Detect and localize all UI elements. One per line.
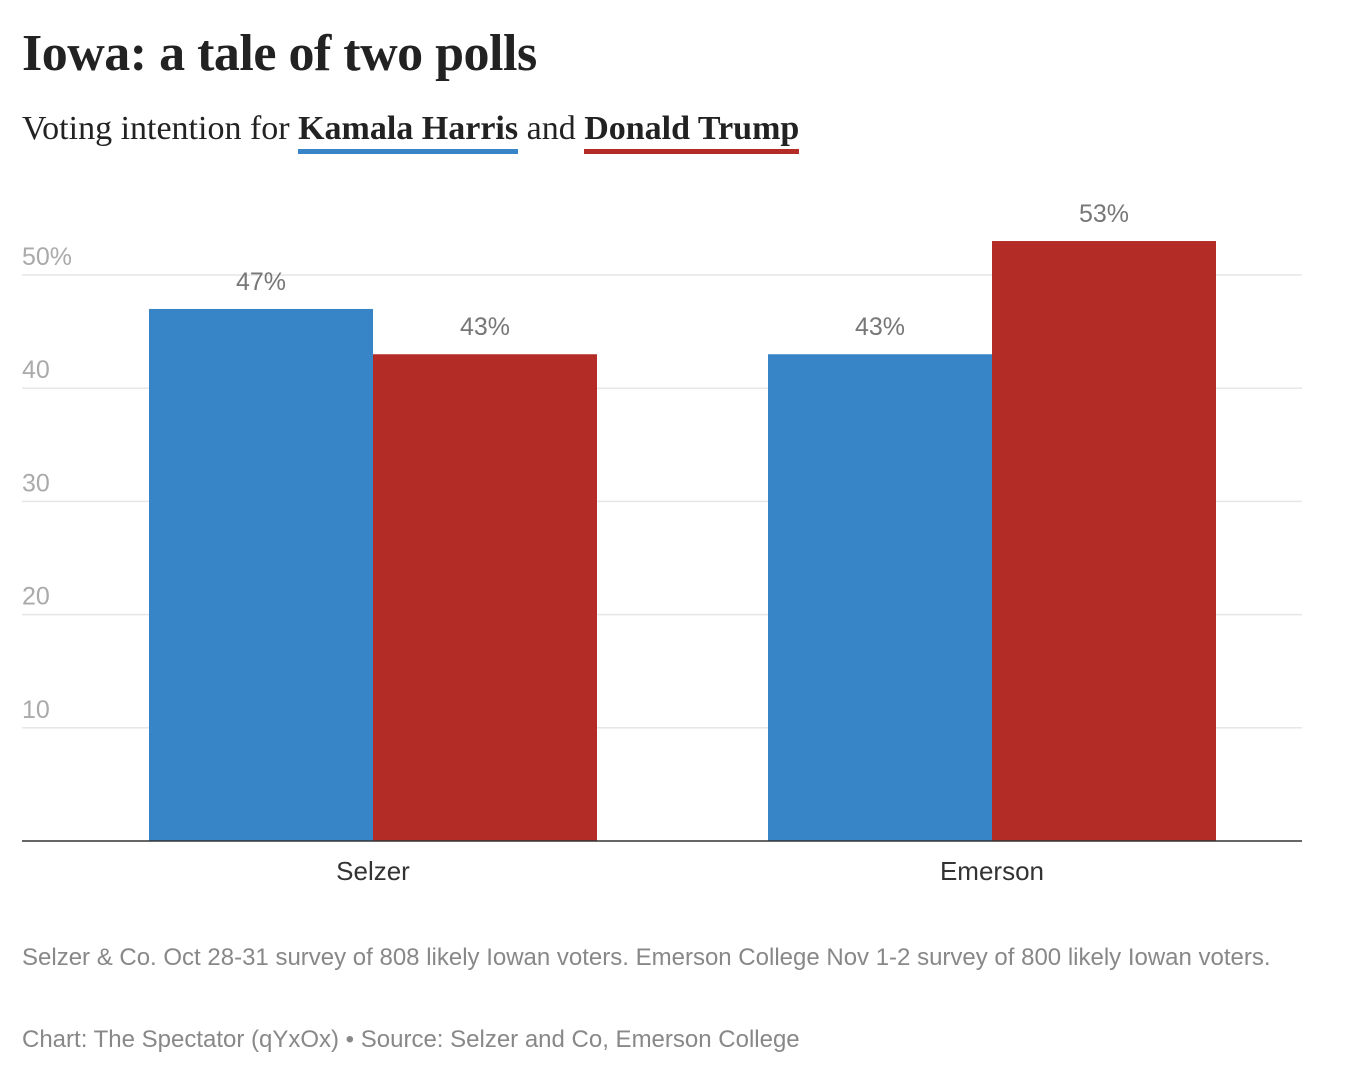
data-label-selzer-kamala-harris: 47% (236, 268, 286, 296)
bar-chart: 10 20 30 40 50% 47% 43% Selzer 43% 53% Emerson (22, 200, 1302, 886)
x-tick-label-emerson: Emerson (940, 856, 1044, 886)
bar-emerson-kamala-harris (768, 354, 992, 841)
bar-selzer-kamala-harris (149, 308, 373, 842)
y-tick-label-10: 10 (22, 696, 50, 724)
subtitle-prefix: Voting intention for (22, 110, 290, 147)
data-label-selzer-donald-trump: 43% (460, 313, 510, 341)
legend-donald-trump: Donald Trump (584, 110, 800, 154)
bar-emerson-donald-trump (992, 241, 1216, 842)
chart-title: Iowa: a tale of two polls (22, 25, 537, 82)
y-tick-label-30: 30 (22, 469, 50, 497)
subtitle-joiner: and (526, 110, 576, 147)
chart-subtitle: Voting intention for Kamala Harris and D… (22, 110, 800, 154)
y-tick-label-40: 40 (22, 356, 50, 384)
chart-footnote: Selzer & Co. Oct 28-31 survey of 808 lik… (22, 944, 1271, 971)
bar-selzer-donald-trump (373, 354, 597, 841)
legend-kamala-harris: Kamala Harris (298, 110, 519, 154)
y-tick-label-50: 50% (22, 243, 72, 271)
data-label-emerson-kamala-harris: 43% (855, 313, 905, 341)
chart-credit: Chart: The Spectator (qYxOx) • Source: S… (22, 1026, 800, 1053)
x-tick-label-selzer: Selzer (336, 856, 410, 886)
y-tick-label-20: 20 (22, 583, 50, 611)
data-label-emerson-donald-trump: 53% (1079, 200, 1129, 228)
